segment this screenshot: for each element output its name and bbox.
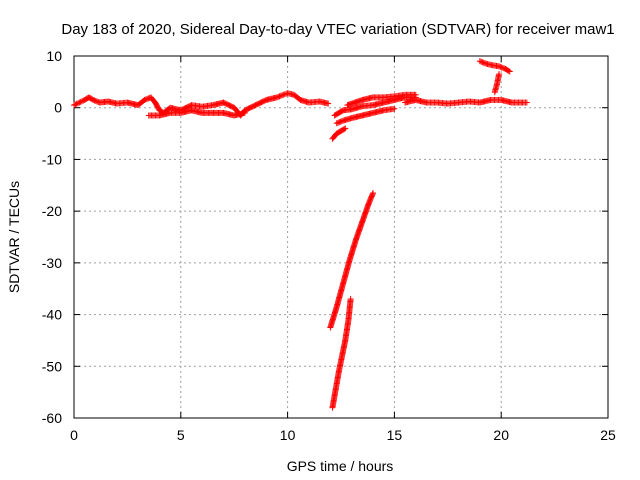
series-lower-steep-rise <box>329 296 354 411</box>
series-late-band <box>402 96 530 107</box>
data-point <box>391 105 398 112</box>
data-point <box>342 125 349 132</box>
data-point <box>75 100 82 107</box>
grid <box>74 56 608 418</box>
data-point <box>91 97 98 104</box>
data-point <box>71 102 77 109</box>
x-tick-label: 15 <box>387 427 403 443</box>
series-short-descent-12h <box>329 125 349 142</box>
data-point <box>337 118 344 125</box>
y-tick-label: -10 <box>42 151 62 167</box>
data-points <box>71 58 530 411</box>
data-point <box>478 58 485 65</box>
data-point <box>77 98 84 105</box>
data-point <box>341 126 348 133</box>
data-point <box>276 93 283 100</box>
data-point <box>496 71 503 78</box>
y-tick-label: -60 <box>42 410 62 426</box>
series-arc-12-16h-mid <box>331 94 419 119</box>
series-main-band-lower <box>145 107 248 119</box>
data-point <box>72 101 79 108</box>
series-main-band <box>71 90 332 119</box>
data-point <box>141 96 148 103</box>
data-point <box>479 59 486 66</box>
data-point <box>92 97 99 104</box>
data-point <box>94 98 101 105</box>
data-point <box>279 92 286 99</box>
data-point <box>273 94 280 101</box>
data-point <box>280 91 287 98</box>
y-tick-label: -30 <box>42 255 62 271</box>
data-point <box>142 96 149 103</box>
data-point <box>325 100 332 107</box>
data-point <box>335 119 342 126</box>
axis-ticks: 0 5 10 15 20 25 10 0 -10 -20 -30 -40 -50 -60 <box>42 48 616 443</box>
y-tick-label: -50 <box>42 358 62 374</box>
data-point <box>275 93 282 100</box>
data-point <box>523 99 530 106</box>
data-point <box>336 119 343 126</box>
data-point <box>241 109 248 116</box>
data-point <box>79 98 86 105</box>
series-steep-rise <box>327 190 377 331</box>
data-point <box>281 91 288 98</box>
x-tick-label: 20 <box>493 427 509 443</box>
y-axis-label: SDTVAR / TECUs <box>6 181 22 293</box>
chart-title: Day 183 of 2020, Sidereal Day-to-day VTE… <box>61 21 614 38</box>
data-point <box>277 92 284 99</box>
data-point <box>73 100 80 107</box>
data-point <box>499 64 506 71</box>
data-point <box>498 64 505 71</box>
x-tick-label: 25 <box>600 427 616 443</box>
data-point <box>497 63 504 70</box>
data-point <box>333 120 340 127</box>
data-point <box>496 63 503 70</box>
data-point <box>338 118 345 125</box>
plot-frame <box>73 55 609 419</box>
x-tick-label: 5 <box>177 427 185 443</box>
y-tick-label: 10 <box>46 48 62 64</box>
data-point <box>506 68 513 75</box>
data-point <box>347 296 354 303</box>
y-tick-label: -40 <box>42 307 62 323</box>
data-point <box>90 96 97 103</box>
data-point <box>481 60 488 67</box>
series-top-right-segment <box>476 58 513 75</box>
series-late-spike <box>491 71 503 96</box>
series-arc-12-15h-lower <box>333 105 398 127</box>
y-tick-label: 0 <box>54 100 62 116</box>
data-point <box>76 99 83 106</box>
data-point <box>480 59 487 66</box>
data-point <box>476 58 483 65</box>
data-point <box>505 67 512 74</box>
data-point <box>144 95 151 102</box>
y-tick-label: -20 <box>42 203 62 219</box>
x-axis-label: GPS time / hours <box>287 458 394 474</box>
data-point <box>370 190 377 197</box>
x-tick-label: 10 <box>280 427 296 443</box>
x-tick-label: 0 <box>70 427 78 443</box>
